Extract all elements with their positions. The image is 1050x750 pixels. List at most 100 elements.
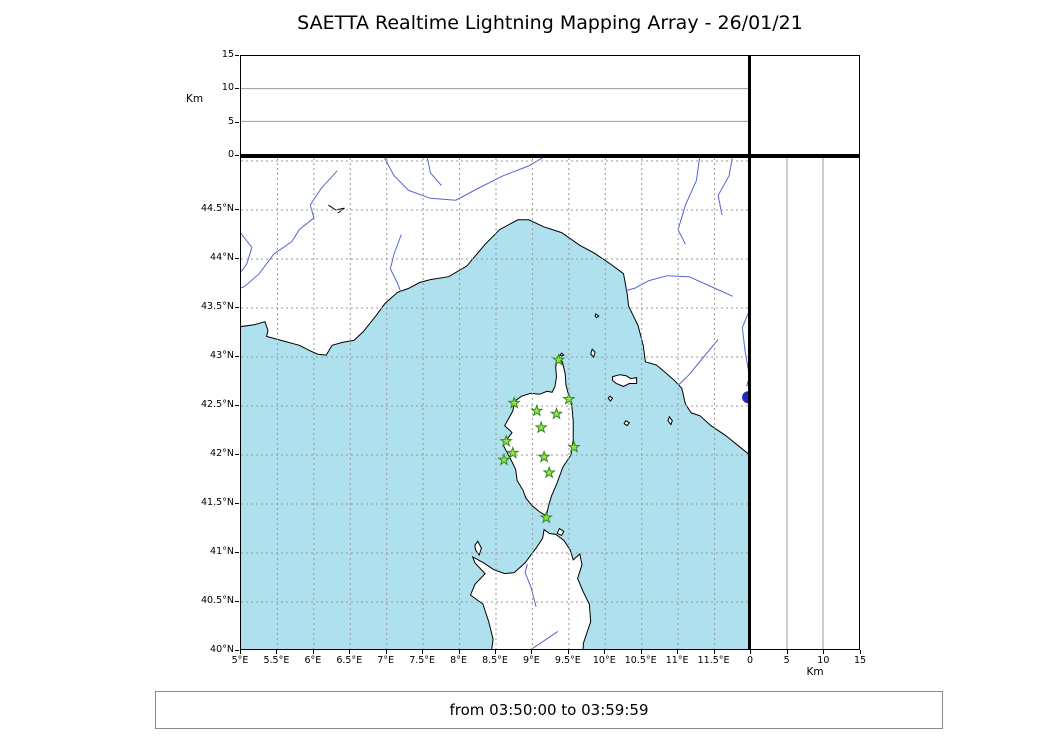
lat-tick-mark (235, 356, 239, 358)
lon-tick-mark (713, 650, 715, 654)
altitude-latitude-canvas (786, 158, 824, 649)
station-marker (497, 452, 511, 466)
landmass (469, 528, 592, 649)
alt-tick-mark (750, 650, 751, 654)
alt-tick-label: 5 (227, 115, 234, 127)
station-marker (562, 392, 576, 405)
river (524, 563, 537, 608)
lake-bolsena (742, 391, 749, 404)
lat-tick-label: 40.5°N (200, 595, 234, 606)
lon-tick-label: 7.5°E (409, 655, 436, 666)
lon-tick-label: 10°E (592, 655, 616, 666)
station-marker (506, 446, 520, 459)
landmass (241, 158, 749, 456)
lat-tick-mark (235, 552, 239, 553)
lon-tick-label: 10.5°E (624, 655, 657, 666)
lon-tick-mark (385, 650, 387, 654)
station-marker (534, 420, 548, 434)
landmass (612, 374, 638, 387)
river (241, 232, 253, 273)
lon-tick-label: 11°E (665, 655, 689, 666)
alt-tick-mark (235, 121, 239, 123)
lon-tick-mark (677, 650, 679, 654)
lon-tick-label: 7°E (377, 655, 395, 666)
alt-tick-label: 10 (221, 82, 234, 94)
alt-tick-mark (823, 650, 825, 654)
lon-tick-mark (240, 650, 241, 654)
lat-tick-label: 43.5°N (200, 301, 234, 313)
lat-tick-label: 41°N (210, 546, 234, 557)
altitude-longitude-canvas (241, 88, 749, 122)
lon-tick-mark (422, 650, 424, 654)
alt-tick-mark (235, 88, 239, 90)
lon-tick-label: 6.5°E (336, 655, 363, 666)
lat-tick-label: 40°N (210, 644, 234, 655)
river (530, 630, 559, 649)
river (717, 158, 733, 215)
alt-tick-label: 15 (853, 655, 867, 666)
lat-tick-mark (235, 454, 239, 455)
landmass (607, 395, 614, 402)
panel-separator-horizontal (240, 155, 860, 158)
river (384, 158, 544, 201)
time-range-box: from 03:50:00 to 03:59:59 (155, 691, 943, 729)
lat-tick-label: 42.5°N (200, 399, 234, 411)
lon-tick-mark (531, 650, 533, 654)
station-marker (549, 406, 564, 420)
lon-tick-label: 8°E (450, 655, 467, 666)
lon-tick-mark (349, 650, 351, 654)
station-marker (567, 440, 581, 453)
lon-tick-label: 9.5°E (554, 655, 581, 666)
lat-tick-mark (235, 503, 239, 504)
alt-tick-mark (786, 650, 788, 654)
lat-tick-mark (235, 258, 239, 260)
alt-tick-label: 10 (817, 655, 830, 666)
map-canvas (241, 158, 749, 649)
lon-tick-mark (495, 650, 496, 654)
lon-tick-mark (604, 650, 606, 654)
alt-axis-label-left: Km (186, 93, 204, 105)
alt-tick-label: 15 (221, 49, 234, 60)
lat-tick-label: 44°N (210, 252, 234, 264)
altitude-latitude-panel (750, 157, 860, 650)
station-marker (530, 403, 544, 417)
lon-tick-label: 11.5°E (697, 655, 730, 666)
lon-tick-mark (276, 650, 278, 654)
lon-tick-mark (640, 650, 642, 654)
river (241, 170, 338, 289)
lon-tick-mark (567, 650, 569, 654)
lon-tick-mark (458, 650, 460, 654)
river (626, 275, 734, 297)
river (677, 158, 701, 245)
landmass (559, 352, 565, 357)
river (389, 234, 402, 292)
lake-outline (328, 204, 345, 214)
landmass (590, 348, 596, 358)
lon-tick-label: 8.5°E (482, 655, 508, 666)
landmass (502, 355, 574, 517)
lat-tick-mark (235, 405, 239, 407)
alt-tick-label: 0 (227, 149, 234, 160)
station-marker (499, 434, 513, 447)
lon-tick-label: 5°E (231, 655, 249, 666)
alt-tick-mark (235, 55, 239, 56)
lon-tick-label: 6°E (304, 655, 322, 666)
station-marker (542, 465, 556, 479)
lat-tick-mark (235, 209, 239, 211)
landmass (594, 313, 600, 319)
corner-panel (750, 55, 860, 155)
station-marker (537, 449, 551, 463)
lat-tick-mark (235, 601, 239, 602)
river (677, 339, 719, 386)
lon-tick-label: 5.5°E (263, 655, 290, 666)
alt-tick-mark (860, 650, 861, 654)
lat-tick-mark (235, 307, 239, 309)
alt-axis-label-right: Km (806, 666, 824, 678)
lat-tick-label: 43°N (210, 350, 234, 362)
station-marker (507, 396, 521, 409)
alt-tick-mark (235, 155, 239, 156)
alt-tick-label: 0 (746, 655, 754, 666)
lon-tick-mark (312, 650, 314, 654)
lat-tick-label: 41.5°N (200, 497, 234, 508)
